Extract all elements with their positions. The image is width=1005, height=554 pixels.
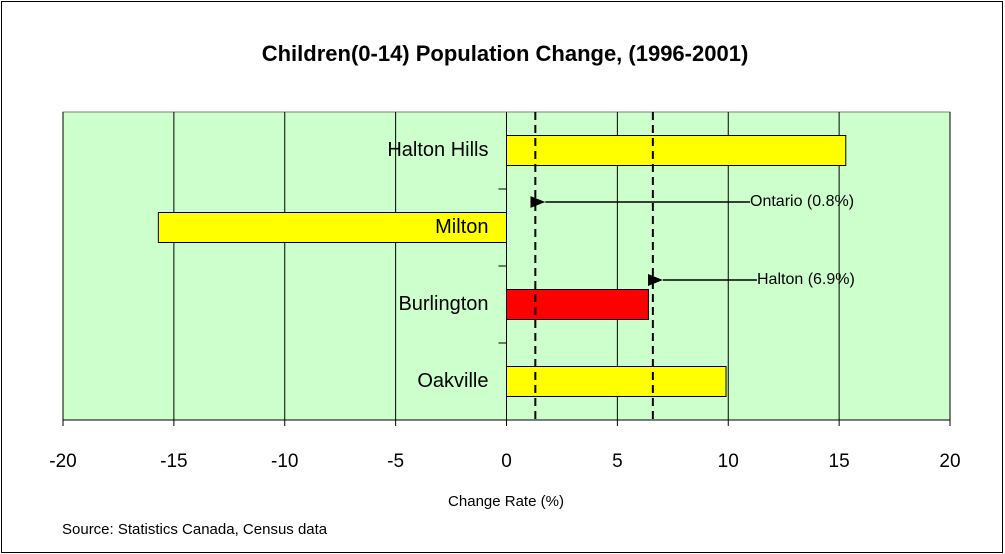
y-tick-label: Milton	[435, 216, 488, 238]
annotation: Halton (6.9%)	[757, 271, 855, 288]
x-tick-label: 15	[829, 451, 850, 472]
y-tick-label: Oakville	[417, 370, 488, 392]
y-tick-label: Halton Hills	[387, 139, 488, 161]
bar	[506, 289, 649, 320]
y-tick-label: Burlington	[398, 293, 488, 315]
bar	[157, 212, 507, 243]
x-tick-label: 20	[939, 451, 960, 472]
x-tick-label: -10	[271, 451, 298, 472]
x-tick-label: 5	[612, 451, 623, 472]
x-tick-label: 0	[501, 451, 512, 472]
x-tick-label: -5	[387, 451, 404, 472]
bar	[506, 366, 727, 397]
bar	[506, 135, 847, 166]
x-tick-label: 10	[718, 451, 739, 472]
annotation: Ontario (0.8%)	[750, 193, 854, 210]
source-note: Source: Statistics Canada, Census data	[62, 521, 328, 538]
x-tick-label: -20	[49, 451, 76, 472]
x-tick-label: -15	[160, 451, 187, 472]
chart-title: Children(0-14) Population Change, (1996-…	[262, 41, 749, 66]
x-axis-label: Change Rate (%)	[448, 493, 564, 510]
